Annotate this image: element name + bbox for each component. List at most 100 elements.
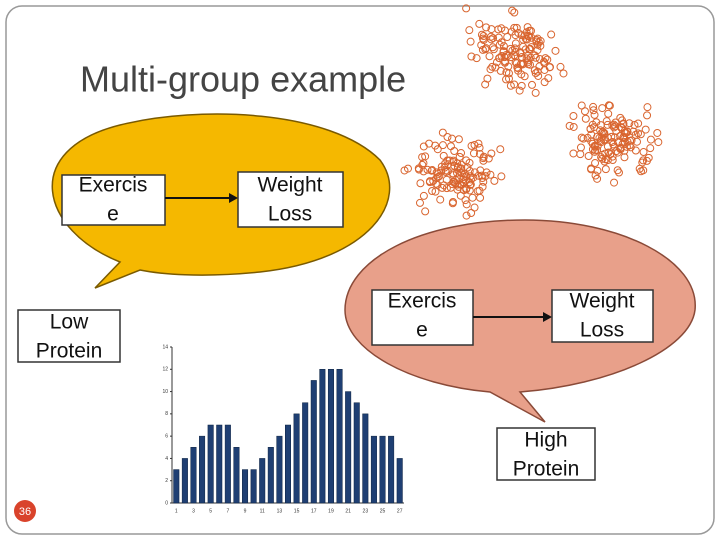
scatter-dot <box>535 62 544 71</box>
scatter-dot <box>496 66 505 75</box>
scatter-dot <box>546 63 555 72</box>
scatter-dot <box>479 154 488 163</box>
scatter-dot <box>507 53 516 62</box>
scatter-dot <box>433 180 442 189</box>
cause-text: Exercis <box>79 174 148 197</box>
scatter-dot <box>528 80 537 89</box>
scatter-dot <box>488 43 497 52</box>
group-text: Protein <box>513 458 580 481</box>
scatter-dot <box>415 198 424 207</box>
scatter-dot <box>619 120 628 129</box>
scatter-dot <box>427 166 436 175</box>
y-tick-label: 6 <box>165 433 168 439</box>
bar <box>190 447 197 504</box>
scatter-dot <box>638 158 647 167</box>
bar <box>362 413 369 504</box>
scatter-dot <box>459 186 468 195</box>
scatter-dot <box>461 196 470 205</box>
scatter-dot <box>490 176 499 185</box>
group-text: Low <box>50 311 89 334</box>
x-tick-label: 17 <box>311 508 317 514</box>
scatter-dot <box>625 136 634 145</box>
scatter-dot <box>421 152 430 161</box>
bar <box>216 424 223 504</box>
scatter-dot <box>486 32 495 41</box>
bar <box>345 391 352 504</box>
scatter-dot <box>591 142 600 151</box>
scatter-dot <box>520 72 529 81</box>
scatter-dot <box>533 34 542 43</box>
scatter-dot <box>478 182 487 191</box>
y-tick-label: 10 <box>162 389 168 395</box>
scatter-dot <box>454 135 463 144</box>
scatter-dot <box>462 200 471 209</box>
scatter-dot <box>586 124 595 133</box>
bar <box>302 402 309 504</box>
x-tick-label: 13 <box>277 508 283 514</box>
bar <box>319 369 326 504</box>
scatter-dot <box>499 42 508 51</box>
scatter-dot <box>438 128 447 137</box>
bar <box>173 469 180 504</box>
y-tick-label: 8 <box>165 411 168 417</box>
scatter-dot <box>603 142 612 151</box>
y-tick-label: 0 <box>165 500 168 506</box>
scatter-dot <box>551 46 560 55</box>
bar <box>242 469 249 504</box>
scatter-dot <box>497 51 506 60</box>
scatter-dot <box>511 39 520 48</box>
scatter-dot <box>517 53 526 62</box>
effect-text: Loss <box>268 203 312 226</box>
scatter-dot <box>428 187 437 196</box>
scatter-dot <box>604 148 613 157</box>
scatter-dot <box>591 171 600 180</box>
scatter-dot <box>434 169 443 178</box>
scatter-dot <box>495 40 504 49</box>
scatter-dot <box>577 101 586 110</box>
scatter-dot <box>438 141 447 150</box>
scatter-dot <box>492 58 501 67</box>
scatter-dot <box>500 26 509 35</box>
scatter-dot <box>479 177 488 186</box>
x-tick-label: 7 <box>226 508 229 514</box>
bar <box>327 369 334 504</box>
scatter-dot <box>477 171 486 180</box>
scatter-dot <box>601 165 610 174</box>
x-tick-label: 5 <box>209 508 212 514</box>
scatter-dot <box>459 178 468 187</box>
scatter-dot <box>604 101 613 110</box>
scatter-dot <box>610 133 619 142</box>
scatter-dot <box>504 69 513 78</box>
x-tick-label: 11 <box>260 508 265 514</box>
scatter-dot <box>620 153 629 162</box>
bar <box>199 435 206 504</box>
x-tick-label: 27 <box>397 508 403 514</box>
scatter-dot <box>621 128 630 137</box>
scatter-dot <box>462 156 471 165</box>
scatter-dot <box>483 74 492 83</box>
scatter-dot <box>589 106 598 115</box>
scatter-dot <box>497 172 506 181</box>
scatter-dot <box>468 193 477 202</box>
scatter-dot <box>513 63 522 72</box>
scatter-dot <box>608 121 617 130</box>
scatter-dot <box>517 81 526 90</box>
scatter-dot <box>613 166 622 175</box>
scatter-dot <box>496 145 505 154</box>
scatter-dot <box>602 117 611 126</box>
effect-box <box>237 171 344 228</box>
scatter-dot <box>569 111 578 120</box>
bar <box>207 424 214 504</box>
cause-text: Exercis <box>388 290 457 313</box>
scatter-dot <box>510 8 519 17</box>
bar <box>353 402 360 504</box>
x-tick-label: 9 <box>244 508 247 514</box>
scatter-dot <box>559 69 568 78</box>
group-text: Protein <box>36 340 103 363</box>
scatter-dot <box>591 159 600 168</box>
scatter-dot <box>531 69 540 78</box>
scatter-dot <box>466 37 475 46</box>
scatter-dot <box>425 178 434 187</box>
